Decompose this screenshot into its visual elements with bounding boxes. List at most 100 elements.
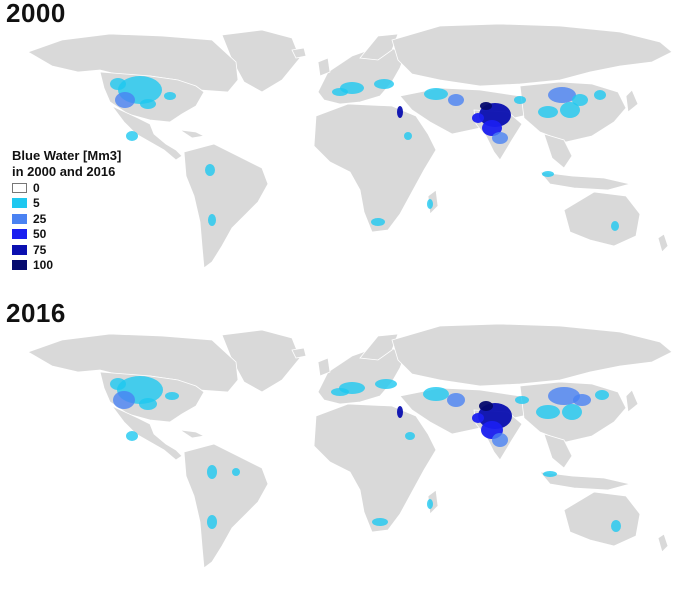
legend-swatch (12, 244, 27, 255)
legend-item: 5 (12, 196, 152, 212)
water-use-region (480, 102, 492, 110)
water-use-region (374, 79, 394, 89)
water-use-region (611, 520, 621, 532)
water-use-region (536, 405, 560, 419)
water-use-region (375, 379, 397, 389)
year-title: 2000 (6, 0, 66, 28)
landmass-group (27, 323, 673, 569)
legend-label: 5 (33, 196, 40, 211)
landmass (539, 171, 631, 191)
legend-swatch (12, 198, 27, 209)
legend: Blue Water [Mm3] in 2000 and 2016 0 5 25… (12, 148, 152, 273)
water-use-region (372, 518, 388, 526)
legend-title-line1: Blue Water [Mm3] (12, 148, 122, 163)
landmass (27, 333, 239, 393)
water-use-region (207, 515, 217, 529)
water-use-region (479, 401, 493, 411)
water-use-region (538, 106, 558, 118)
legend-title-line2: in 2000 and 2016 (12, 164, 116, 179)
water-use-region (482, 120, 502, 136)
legend-item: 75 (12, 242, 152, 258)
water-use-region (405, 432, 415, 440)
water-use-region (611, 221, 619, 231)
legend-item: 100 (12, 258, 152, 274)
landmass (317, 345, 407, 405)
year-title: 2016 (6, 298, 66, 328)
landmass (563, 191, 641, 247)
water-use-region (427, 199, 433, 209)
legend-item: 50 (12, 227, 152, 243)
landmass (313, 103, 437, 233)
landmass (317, 57, 331, 77)
landmass (317, 45, 407, 105)
water-use-region (126, 131, 138, 141)
water-use-region (397, 406, 403, 418)
water-use-region (232, 468, 240, 476)
water-use-region (331, 388, 349, 396)
landmass (317, 357, 331, 377)
water-use-region (140, 99, 156, 109)
water-use-region (424, 88, 448, 100)
landmass (543, 433, 573, 469)
water-use-region (447, 393, 465, 407)
water-use-region (542, 171, 554, 177)
water-use-region (514, 96, 526, 104)
water-use-region (332, 88, 348, 96)
water-use-region (110, 78, 126, 90)
water-use-region (113, 391, 135, 409)
water-use-region (472, 113, 484, 123)
landmass (313, 403, 437, 533)
water-use-region (164, 92, 176, 100)
legend-label: 0 (33, 180, 40, 195)
legend-swatch (12, 182, 27, 193)
legend-item: 25 (12, 211, 152, 227)
landmass (183, 443, 269, 569)
water-use-region (548, 387, 580, 405)
water-use-region (572, 94, 588, 106)
water-use-region (371, 218, 385, 226)
legend-label: 50 (33, 227, 47, 242)
water-use-region (594, 90, 606, 100)
water-use-region (427, 499, 433, 509)
landmass (625, 389, 639, 413)
world-map-2000 (27, 23, 673, 269)
water-use-region (208, 214, 216, 226)
water-use-region (397, 106, 403, 118)
water-use-region (515, 396, 529, 404)
water-use-layer (110, 76, 619, 231)
water-use-region (492, 132, 508, 144)
landmass (391, 23, 673, 87)
water-use-region (573, 394, 591, 406)
water-use-region (207, 465, 217, 479)
water-use-region (126, 431, 138, 441)
water-use-region (205, 164, 215, 176)
water-use-region (139, 398, 157, 410)
water-use-region (560, 102, 580, 118)
legend-swatch (12, 229, 27, 240)
map-panel-2016: 2016 (0, 298, 685, 590)
water-use-region (110, 378, 126, 390)
landmass (179, 429, 206, 439)
landmass (391, 323, 673, 387)
legend-label: 100 (33, 258, 54, 273)
map-panel-2000: 2000 Blue Water [Mm3] in 2000 and 2016 0… (0, 0, 685, 290)
legend-swatch (12, 213, 27, 224)
landmass (657, 533, 669, 553)
legend-label: 25 (33, 211, 47, 226)
water-use-region (472, 413, 484, 423)
water-use-region (404, 132, 412, 140)
water-use-region (423, 387, 449, 401)
landmass (291, 347, 307, 359)
landmass (625, 89, 639, 113)
landmass (291, 47, 307, 59)
legend-item: 0 (12, 180, 152, 196)
legend-label: 75 (33, 242, 47, 257)
landmass (539, 471, 631, 491)
world-map-2016 (27, 323, 673, 569)
water-use-region (492, 433, 508, 447)
landmass (179, 129, 206, 139)
water-use-layer (110, 376, 621, 532)
water-use-region (543, 471, 557, 477)
landmass (27, 33, 239, 93)
landmass (543, 133, 573, 169)
